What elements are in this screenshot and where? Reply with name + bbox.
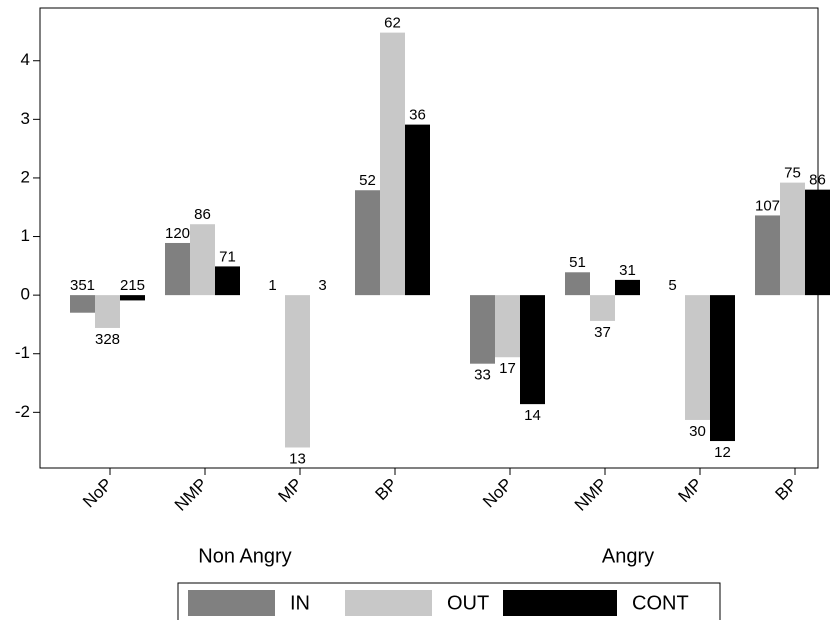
count-label: 12: [714, 444, 731, 461]
y-tick-label: 0: [21, 285, 30, 304]
bar: [190, 224, 215, 296]
x-tick-label: MP: [675, 475, 706, 506]
count-label: 5: [668, 277, 676, 294]
bar: [755, 215, 780, 296]
bar: [120, 295, 145, 301]
count-label: 3: [318, 277, 326, 294]
x-tick-label: NMP: [571, 475, 611, 515]
bar: [95, 295, 120, 328]
count-label: 107: [755, 197, 780, 214]
group-label: Non Angry: [198, 545, 291, 567]
x-tick-label: NMP: [171, 475, 211, 515]
count-label: 31: [619, 262, 636, 279]
bar: [495, 295, 520, 358]
y-tick-label: -1: [15, 343, 30, 362]
x-tick-label: BP: [772, 475, 801, 504]
y-tick-label: 3: [21, 109, 30, 128]
count-label: 86: [809, 172, 826, 189]
legend-swatch: [503, 590, 617, 616]
count-label: 37: [594, 324, 611, 341]
count-label: 1: [268, 277, 276, 294]
bar: [165, 242, 190, 296]
x-tick-label: NoP: [79, 475, 116, 512]
bar: [405, 124, 430, 296]
y-tick-label: 4: [21, 50, 30, 69]
count-label: 86: [194, 206, 211, 223]
count-label: 14: [524, 407, 541, 424]
bar: [520, 295, 545, 405]
count-label: 52: [359, 172, 376, 189]
bar: [805, 189, 830, 296]
count-label: 17: [499, 360, 516, 377]
bar: [70, 295, 95, 313]
count-label: 36: [409, 107, 426, 124]
count-label: 215: [120, 277, 145, 294]
count-label: 351: [70, 277, 95, 294]
legend-label: OUT: [447, 592, 489, 614]
bar: [710, 295, 735, 442]
x-tick-label: NoP: [479, 475, 516, 512]
count-label: 30: [689, 423, 706, 440]
count-label: 71: [219, 248, 236, 265]
bar: [780, 182, 805, 296]
y-tick-label: 1: [21, 226, 30, 245]
y-tick-label: -2: [15, 402, 30, 421]
legend-label: IN: [290, 592, 310, 614]
legend-swatch: [345, 590, 432, 616]
bar: [565, 272, 590, 296]
count-label: 33: [474, 367, 491, 384]
bar: [215, 266, 240, 296]
legend-swatch: [188, 590, 275, 616]
bar: [380, 32, 405, 296]
x-tick-label: MP: [275, 475, 306, 506]
count-label: 328: [95, 331, 120, 348]
bar: [685, 295, 710, 420]
bar: [615, 279, 640, 296]
count-label: 13: [289, 450, 306, 467]
x-tick-label: BP: [372, 475, 401, 504]
bar: [590, 295, 615, 321]
bar: [470, 295, 495, 364]
bar: [285, 295, 310, 448]
y-tick-label: 2: [21, 167, 30, 186]
count-label: 62: [384, 15, 401, 32]
count-label: 51: [569, 254, 586, 271]
count-label: 120: [165, 225, 190, 242]
bar: [355, 190, 380, 296]
legend-label: CONT: [632, 592, 689, 614]
count-label: 75: [784, 165, 801, 182]
group-label: Angry: [602, 545, 654, 567]
